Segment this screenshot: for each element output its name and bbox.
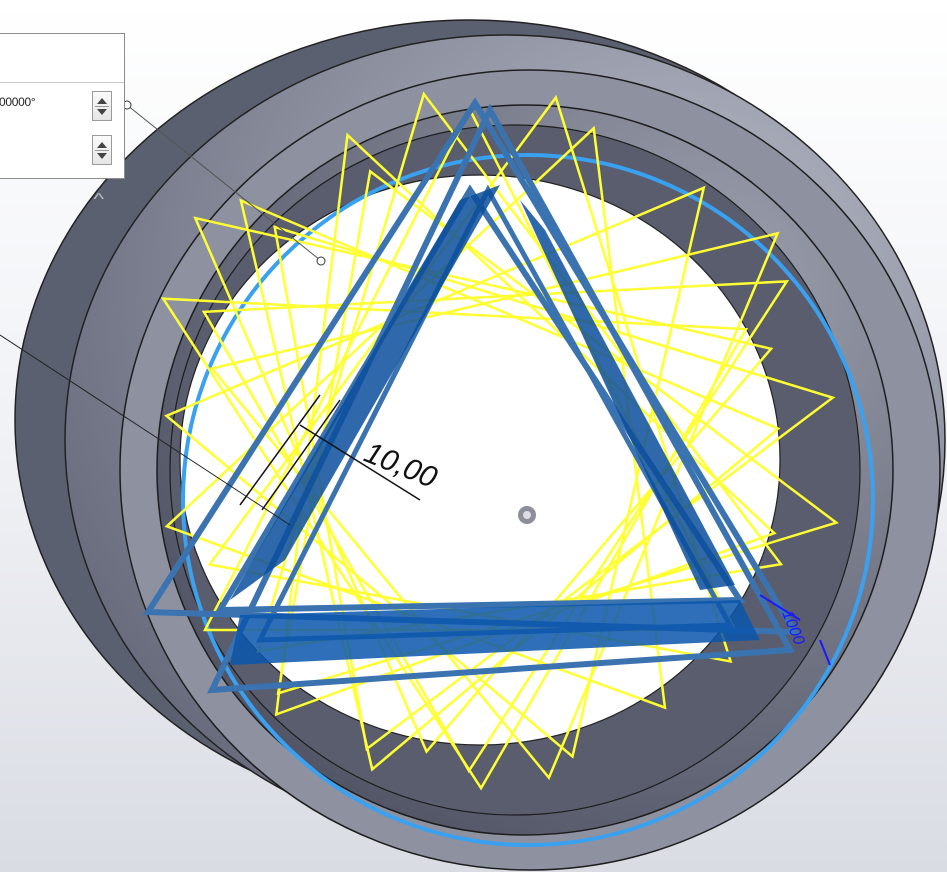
sketch-circle[interactable] <box>181 153 875 847</box>
small-dimension-marks <box>759 594 831 666</box>
angle-field-row: 00000° <box>0 83 124 129</box>
spin-up-icon[interactable] <box>97 142 107 148</box>
second-field-row <box>0 129 124 175</box>
spin-up-icon[interactable] <box>97 98 107 104</box>
spin-down-icon[interactable] <box>97 109 107 115</box>
angle-field[interactable]: 00000° <box>0 95 36 109</box>
spin-divider <box>95 106 109 107</box>
property-panel: 00000° <box>0 33 125 179</box>
dimension-arrows <box>239 394 421 511</box>
leader-line-dimension <box>0 334 291 526</box>
second-spin-button[interactable] <box>92 135 112 165</box>
origin-icon[interactable] <box>518 506 536 524</box>
triangle-frame-feature[interactable] <box>142 97 801 694</box>
leader-line-angle <box>126 104 321 261</box>
angle-spin-button[interactable] <box>92 91 112 121</box>
panel-header <box>0 34 124 83</box>
spin-divider <box>95 150 109 151</box>
chevron-up-icon[interactable]: ^ <box>93 191 105 208</box>
leader-end-node <box>316 256 326 266</box>
spin-down-icon[interactable] <box>97 153 107 159</box>
